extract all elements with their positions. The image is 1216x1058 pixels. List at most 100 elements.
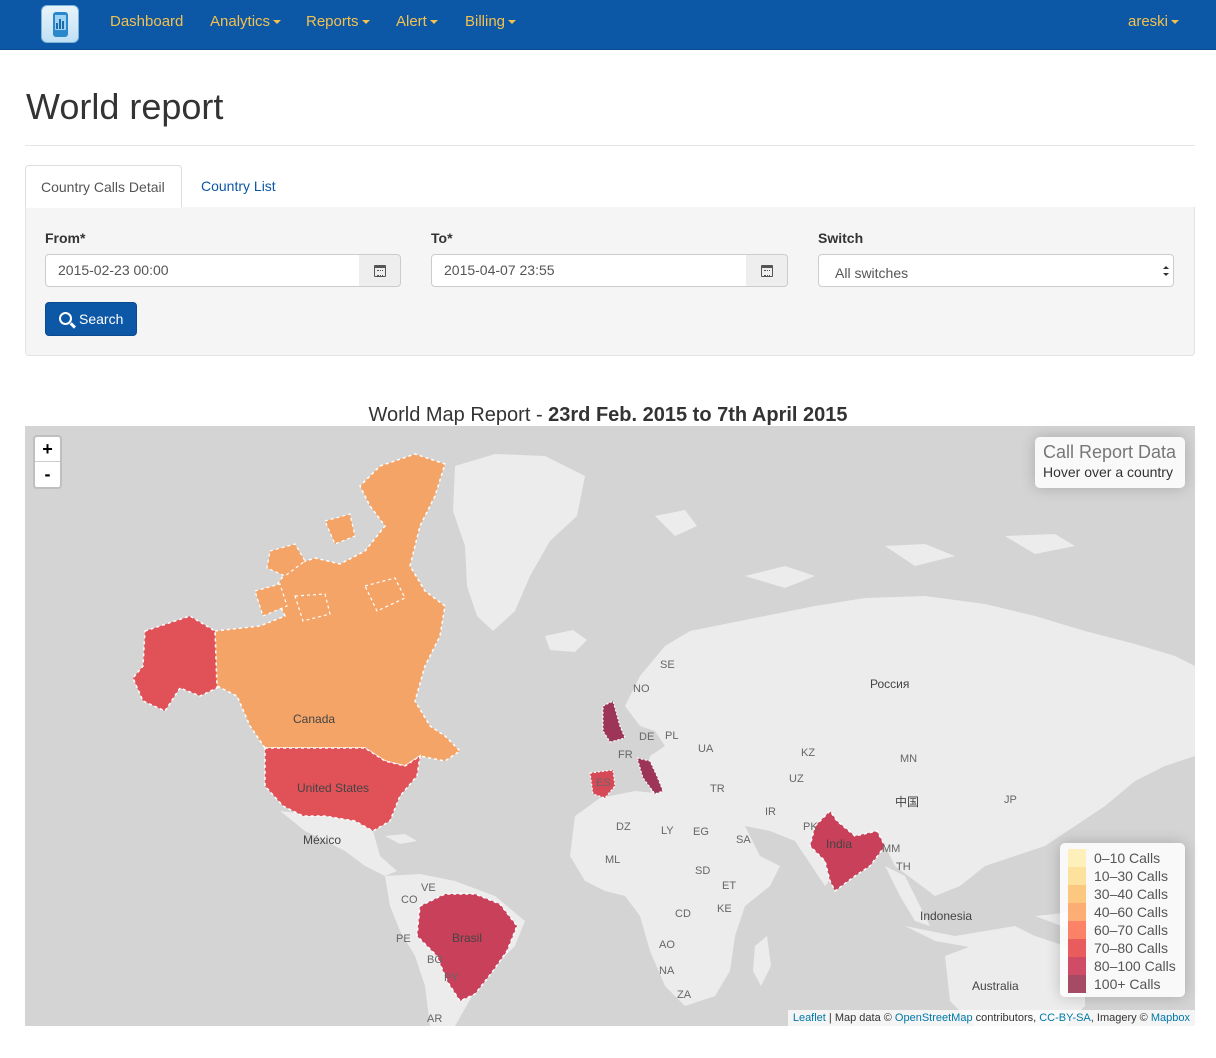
- label-kz: KZ: [801, 747, 815, 759]
- map-attribution: Leaflet | Map data © OpenStreetMap contr…: [787, 1010, 1195, 1026]
- label-no: NO: [633, 683, 650, 695]
- to-date-input[interactable]: 2015-04-07 23:55: [431, 254, 747, 287]
- map-title: World Map Report - 23rd Feb. 2015 to 7th…: [0, 404, 1216, 427]
- legend-item: 80–100 Calls: [1068, 957, 1177, 975]
- legend-swatch: [1068, 939, 1086, 957]
- legend-item: 70–80 Calls: [1068, 939, 1177, 957]
- legend-swatch: [1068, 885, 1086, 903]
- land-greenland: [453, 454, 585, 631]
- label-ua: UA: [698, 743, 714, 755]
- country-alaska[interactable]: [132, 615, 218, 712]
- chevron-down-icon: [361, 20, 370, 25]
- chevron-down-icon: [508, 20, 517, 25]
- mapbox-link[interactable]: Mapbox: [1150, 1012, 1190, 1024]
- tab-country-list[interactable]: Country List: [201, 178, 276, 194]
- country-canada-islands[interactable]: [254, 513, 406, 622]
- chevron-down-icon: [429, 20, 438, 25]
- header-divider: [25, 145, 1195, 146]
- world-map[interactable]: Canada United States México Brasil India…: [25, 426, 1195, 1026]
- country-india[interactable]: [809, 809, 886, 893]
- from-date-input[interactable]: 2015-02-23 00:00: [45, 254, 360, 287]
- nav-alert[interactable]: Alert: [396, 0, 438, 50]
- country-italy[interactable]: [636, 757, 664, 795]
- leaflet-link[interactable]: Leaflet: [792, 1012, 826, 1024]
- cc-by-sa-link[interactable]: CC-BY-SA: [1039, 1012, 1091, 1024]
- label-py: PY: [444, 972, 459, 984]
- label-co: CO: [401, 894, 418, 906]
- search-button[interactable]: Search: [45, 302, 137, 336]
- user-menu[interactable]: areski: [1128, 0, 1180, 50]
- label-mm: MM: [882, 843, 900, 855]
- world-map-svg[interactable]: Canada United States México Brasil India…: [25, 426, 1195, 1026]
- land-caribbean: [385, 834, 417, 844]
- tab-country-calls-detail[interactable]: Country Calls Detail: [25, 165, 182, 208]
- land-africa: [570, 791, 780, 1006]
- app-logo-icon[interactable]: [41, 5, 79, 43]
- label-es: ES: [596, 777, 611, 789]
- legend-swatch: [1068, 903, 1086, 921]
- label-australia: Australia: [972, 979, 1019, 993]
- map-legend: 0–10 Calls 10–30 Calls 30–40 Calls 40–60…: [1060, 843, 1185, 997]
- search-button-label: Search: [79, 311, 124, 327]
- country-spain[interactable]: [589, 769, 616, 799]
- label-indonesia: Indonesia: [920, 909, 972, 923]
- label-dz: DZ: [616, 821, 631, 833]
- from-calendar-button[interactable]: [359, 254, 401, 287]
- label-china: 中国: [895, 794, 919, 809]
- chevron-down-icon: [273, 20, 282, 25]
- label-ml: ML: [605, 854, 620, 866]
- info-hint: Hover over a country: [1043, 464, 1173, 480]
- calendar-icon: [374, 265, 386, 277]
- label-eg: EG: [693, 826, 709, 838]
- label-pe: PE: [396, 933, 411, 945]
- country-brasil[interactable]: [416, 893, 518, 1002]
- label-ar: AR: [427, 1013, 442, 1025]
- to-label: To*: [431, 230, 453, 246]
- label-ly: LY: [661, 825, 674, 837]
- nav-billing[interactable]: Billing: [465, 0, 517, 50]
- switch-select[interactable]: All switches: [818, 254, 1174, 287]
- nav-dashboard[interactable]: Dashboard: [110, 13, 184, 30]
- search-icon: [59, 312, 72, 325]
- label-pk: PK: [803, 821, 818, 833]
- label-ir: IR: [765, 806, 776, 818]
- land-mexico: [280, 811, 397, 876]
- land-japan: [995, 776, 1025, 826]
- legend-item: 60–70 Calls: [1068, 921, 1177, 939]
- top-navbar: Dashboard Analytics Reports Alert Billin…: [0, 0, 1216, 50]
- switch-select-value: All switches: [835, 265, 909, 281]
- legend-item: 30–40 Calls: [1068, 885, 1177, 903]
- zoom-out-button[interactable]: -: [44, 464, 51, 484]
- label-za: ZA: [677, 989, 692, 1001]
- legend-item: 0–10 Calls: [1068, 849, 1177, 867]
- label-cd: CD: [675, 908, 691, 920]
- nav-reports[interactable]: Reports: [306, 0, 370, 50]
- country-uk[interactable]: [602, 700, 626, 743]
- legend-swatch: [1068, 867, 1086, 885]
- label-india: India: [826, 837, 852, 851]
- from-label: From*: [45, 230, 86, 246]
- to-calendar-button[interactable]: [746, 254, 788, 287]
- label-sa: SA: [736, 834, 751, 846]
- info-title: Call Report Data: [1043, 442, 1177, 462]
- label-de: DE: [639, 731, 654, 743]
- label-brasil: Brasil: [452, 931, 482, 945]
- label-ao: AO: [659, 939, 675, 951]
- openstreetmap-link[interactable]: OpenStreetMap: [894, 1012, 973, 1024]
- switch-label: Switch: [818, 230, 864, 246]
- land-australia: [945, 936, 1085, 1026]
- label-uz: UZ: [789, 773, 804, 785]
- land-iceland: [545, 630, 587, 652]
- map-title-prefix: World Map Report -: [368, 404, 549, 426]
- zoom-in-button[interactable]: +: [35, 437, 60, 462]
- nav-analytics[interactable]: Analytics: [210, 0, 282, 50]
- country-united-states[interactable]: [264, 747, 421, 832]
- legend-swatch: [1068, 957, 1086, 975]
- label-et: ET: [722, 880, 736, 892]
- legend-item: 40–60 Calls: [1068, 903, 1177, 921]
- call-report-info-box: Call Report Data Hover over a country: [1035, 437, 1185, 488]
- zoom-control: + -: [33, 435, 62, 489]
- country-canada[interactable]: [214, 453, 462, 767]
- label-mexico: México: [303, 833, 341, 847]
- label-ke: KE: [717, 903, 732, 915]
